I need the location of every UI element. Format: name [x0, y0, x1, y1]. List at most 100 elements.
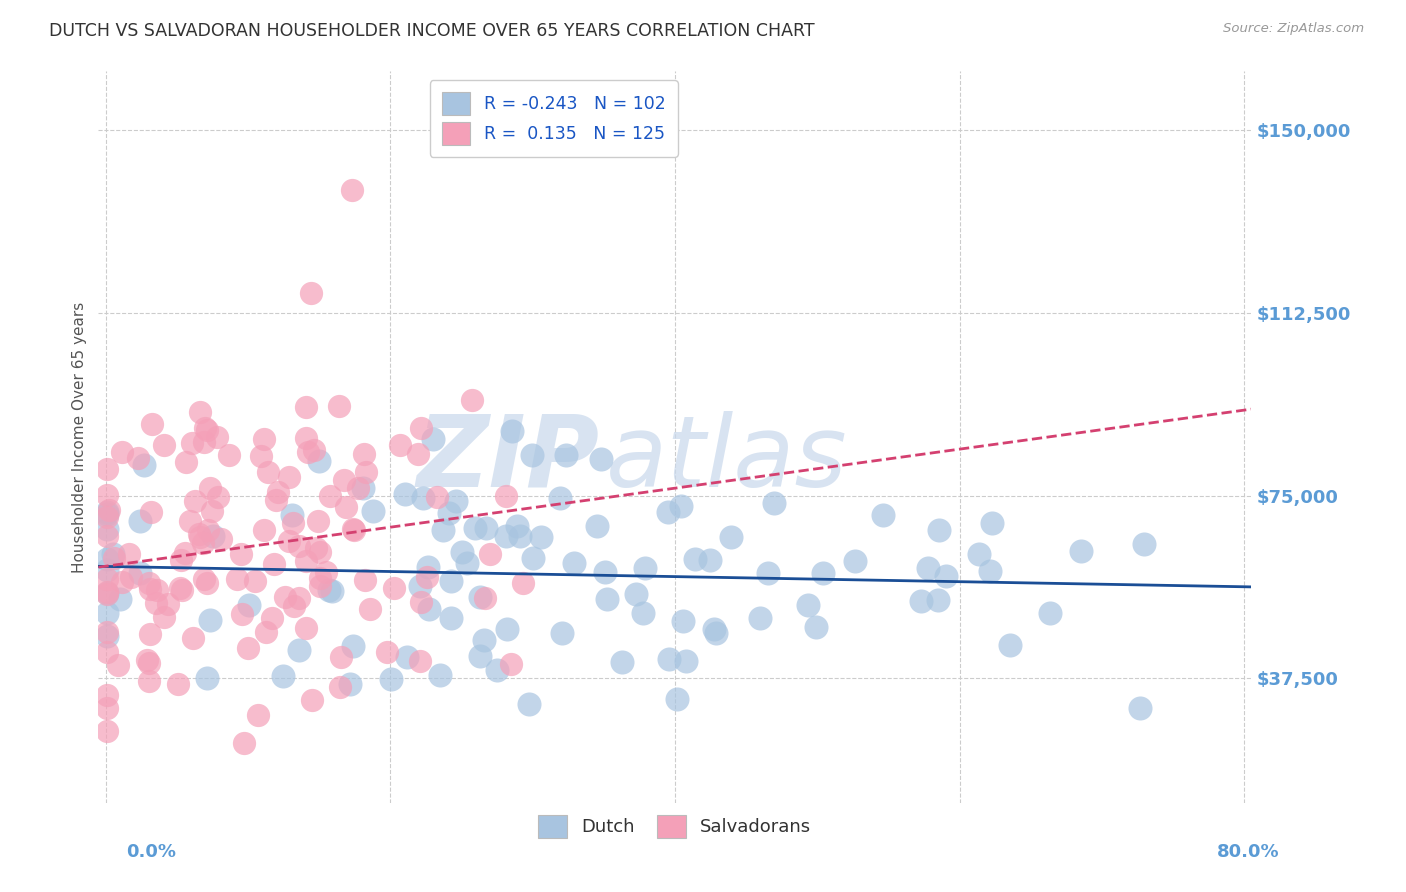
Point	[226, 572, 249, 586]
Point	[416, 569, 439, 583]
Point	[495, 528, 517, 542]
Point	[342, 522, 364, 536]
Point	[444, 494, 467, 508]
Point	[319, 490, 342, 504]
Point	[1039, 607, 1062, 621]
Point	[910, 594, 932, 608]
Point	[1129, 700, 1152, 714]
Point	[669, 499, 692, 513]
Point	[141, 417, 163, 431]
Point	[506, 518, 529, 533]
Point	[426, 490, 449, 504]
Point	[342, 183, 364, 197]
Point	[495, 489, 517, 503]
Point	[250, 449, 273, 463]
Point	[96, 563, 118, 577]
Point	[96, 462, 118, 476]
Point	[111, 445, 134, 459]
Point	[207, 490, 229, 504]
Text: 80.0%: 80.0%	[1216, 843, 1279, 861]
Point	[184, 494, 207, 508]
Point	[456, 556, 478, 570]
Point	[96, 688, 118, 702]
Point	[408, 447, 430, 461]
Point	[134, 458, 156, 472]
Point	[229, 547, 252, 561]
Point	[243, 574, 266, 588]
Point	[152, 610, 174, 624]
Point	[811, 566, 834, 580]
Point	[675, 653, 697, 667]
Point	[409, 654, 432, 668]
Point	[111, 574, 134, 589]
Point	[267, 484, 290, 499]
Point	[97, 503, 120, 517]
Point	[297, 444, 319, 458]
Point	[190, 530, 212, 544]
Point	[671, 614, 693, 628]
Point	[589, 452, 612, 467]
Point	[247, 708, 270, 723]
Point	[927, 592, 949, 607]
Point	[96, 644, 118, 658]
Point	[274, 590, 297, 604]
Point	[548, 491, 571, 505]
Point	[308, 454, 330, 468]
Text: atlas: atlas	[606, 410, 848, 508]
Point	[624, 587, 647, 601]
Legend: Dutch, Salvadorans: Dutch, Salvadorans	[527, 804, 823, 848]
Point	[412, 491, 434, 505]
Point	[256, 465, 278, 479]
Point	[205, 430, 228, 444]
Point	[96, 529, 118, 543]
Point	[294, 431, 316, 445]
Point	[981, 516, 1004, 531]
Point	[704, 626, 727, 640]
Point	[485, 663, 508, 677]
Point	[96, 573, 118, 587]
Point	[179, 514, 201, 528]
Point	[333, 473, 356, 487]
Point	[193, 435, 215, 450]
Point	[797, 598, 820, 612]
Point	[195, 671, 218, 685]
Point	[522, 551, 544, 566]
Point	[96, 606, 118, 620]
Point	[96, 487, 118, 501]
Point	[517, 698, 540, 712]
Point	[139, 627, 162, 641]
Point	[551, 625, 574, 640]
Point	[187, 527, 209, 541]
Point	[96, 701, 118, 715]
Point	[309, 545, 332, 559]
Point	[474, 591, 496, 605]
Point	[129, 514, 152, 528]
Point	[295, 554, 318, 568]
Text: Source: ZipAtlas.com: Source: ZipAtlas.com	[1223, 22, 1364, 36]
Point	[353, 447, 375, 461]
Point	[193, 572, 215, 586]
Point	[440, 611, 463, 625]
Point	[555, 448, 578, 462]
Point	[107, 657, 129, 672]
Point	[236, 640, 259, 655]
Point	[377, 645, 399, 659]
Point	[260, 611, 283, 625]
Point	[703, 623, 725, 637]
Point	[166, 677, 188, 691]
Point	[96, 507, 118, 521]
Point	[699, 552, 721, 566]
Point	[342, 640, 364, 654]
Point	[96, 629, 118, 643]
Point	[330, 649, 353, 664]
Point	[657, 505, 679, 519]
Point	[395, 649, 418, 664]
Point	[470, 591, 492, 605]
Point	[321, 583, 343, 598]
Point	[238, 598, 260, 612]
Point	[844, 554, 866, 568]
Point	[180, 436, 202, 450]
Point	[352, 482, 374, 496]
Point	[501, 424, 523, 438]
Point	[339, 677, 361, 691]
